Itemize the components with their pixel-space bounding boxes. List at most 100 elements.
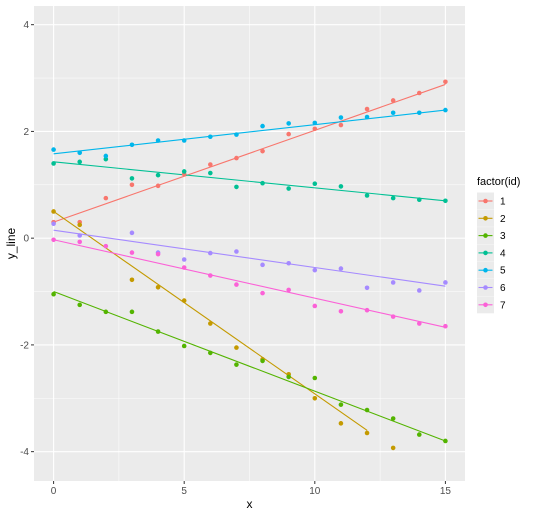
data-point-5 bbox=[390, 110, 396, 116]
y-tick-label: 4 bbox=[23, 20, 29, 31]
data-point-2 bbox=[155, 284, 161, 290]
x-tick-label: 15 bbox=[440, 486, 452, 497]
data-point-5 bbox=[155, 138, 161, 143]
legend-key-point-6 bbox=[483, 285, 488, 290]
data-point-6 bbox=[129, 230, 135, 236]
data-point-4 bbox=[260, 180, 265, 186]
data-point-7 bbox=[208, 273, 213, 278]
data-point-7 bbox=[364, 307, 370, 313]
data-point-6 bbox=[338, 266, 344, 271]
data-point-3 bbox=[416, 432, 422, 437]
data-point-5 bbox=[286, 121, 291, 126]
data-point-7 bbox=[77, 239, 83, 245]
data-point-3 bbox=[260, 358, 265, 364]
x-axis-title: x bbox=[247, 497, 253, 511]
data-point-1 bbox=[155, 183, 161, 189]
data-point-4 bbox=[208, 170, 213, 176]
data-point-4 bbox=[234, 184, 239, 190]
y-axis-title: y_line bbox=[4, 228, 18, 260]
x-tick-label: 0 bbox=[51, 486, 57, 497]
data-point-7 bbox=[286, 287, 291, 293]
data-point-1 bbox=[129, 182, 135, 188]
data-point-7 bbox=[312, 303, 318, 309]
data-point-1 bbox=[443, 79, 448, 85]
legend-label-6: 6 bbox=[500, 283, 506, 294]
data-point-5 bbox=[364, 114, 370, 120]
data-point-1 bbox=[338, 122, 344, 128]
data-point-1 bbox=[234, 155, 239, 161]
legend-label-2: 2 bbox=[500, 214, 506, 225]
data-point-5 bbox=[129, 142, 135, 148]
data-point-3 bbox=[208, 350, 213, 356]
data-point-1 bbox=[208, 162, 213, 167]
legend-label-5: 5 bbox=[500, 266, 506, 277]
data-point-4 bbox=[312, 181, 318, 187]
data-point-7 bbox=[129, 250, 135, 255]
data-point-4 bbox=[416, 197, 422, 203]
data-point-7 bbox=[234, 282, 239, 287]
legend-key-point-2 bbox=[483, 216, 488, 221]
data-point-6 bbox=[390, 280, 396, 285]
data-point-5 bbox=[208, 134, 213, 140]
data-point-1 bbox=[103, 195, 109, 201]
data-point-2 bbox=[312, 395, 318, 401]
legend-key-point-7 bbox=[483, 302, 488, 308]
data-point-2 bbox=[51, 209, 56, 214]
data-point-1 bbox=[286, 131, 291, 137]
data-point-5 bbox=[181, 138, 187, 143]
data-point-4 bbox=[364, 193, 370, 198]
legend-key-point-1 bbox=[483, 198, 488, 204]
data-point-1 bbox=[260, 148, 265, 154]
trend-line-1 bbox=[53, 83, 446, 223]
legend: factor(id) 1 2 3 4 5 6 7 bbox=[477, 176, 520, 314]
data-point-3 bbox=[286, 374, 291, 380]
legend-key-point-4 bbox=[483, 250, 488, 256]
data-point-6 bbox=[260, 262, 265, 268]
trend-line-7 bbox=[53, 239, 446, 328]
x-tick-label: 5 bbox=[181, 486, 187, 497]
data-point-3 bbox=[312, 375, 318, 381]
data-points bbox=[51, 79, 448, 451]
data-point-2 bbox=[77, 222, 83, 228]
data-point-6 bbox=[234, 249, 239, 254]
data-point-7 bbox=[260, 290, 265, 296]
data-point-3 bbox=[51, 291, 56, 297]
legend-title: factor(id) bbox=[477, 176, 520, 188]
data-point-3 bbox=[364, 407, 370, 413]
legend-key-point-3 bbox=[483, 233, 488, 238]
legend-key-point-5 bbox=[483, 267, 488, 273]
data-point-4 bbox=[77, 159, 83, 165]
data-point-7 bbox=[443, 323, 448, 329]
data-point-6 bbox=[364, 285, 370, 291]
data-point-1 bbox=[312, 126, 318, 132]
data-point-1 bbox=[390, 98, 396, 103]
y-tick-label: 2 bbox=[23, 127, 29, 138]
data-point-3 bbox=[390, 416, 396, 421]
data-point-5 bbox=[443, 107, 448, 113]
data-point-5 bbox=[77, 150, 83, 156]
data-point-2 bbox=[181, 298, 187, 303]
data-point-7 bbox=[51, 237, 56, 243]
legend-label-7: 7 bbox=[500, 300, 506, 311]
data-point-4 bbox=[443, 198, 448, 204]
data-point-3 bbox=[443, 438, 448, 444]
data-point-3 bbox=[103, 309, 109, 315]
x-tick-label: 10 bbox=[309, 486, 321, 497]
data-point-2 bbox=[390, 445, 396, 451]
data-point-1 bbox=[364, 106, 370, 112]
data-point-7 bbox=[155, 251, 161, 257]
data-point-2 bbox=[208, 321, 213, 326]
data-point-3 bbox=[181, 343, 187, 349]
data-point-4 bbox=[129, 176, 135, 181]
data-point-5 bbox=[234, 132, 239, 137]
trend-line-3 bbox=[53, 291, 446, 442]
legend-label-1: 1 bbox=[500, 197, 506, 208]
data-point-7 bbox=[338, 308, 344, 314]
trend-line-5 bbox=[53, 109, 446, 155]
data-point-2 bbox=[338, 421, 344, 426]
data-point-6 bbox=[208, 250, 213, 256]
data-point-4 bbox=[338, 184, 344, 189]
data-point-3 bbox=[77, 302, 83, 308]
data-point-5 bbox=[416, 110, 422, 116]
